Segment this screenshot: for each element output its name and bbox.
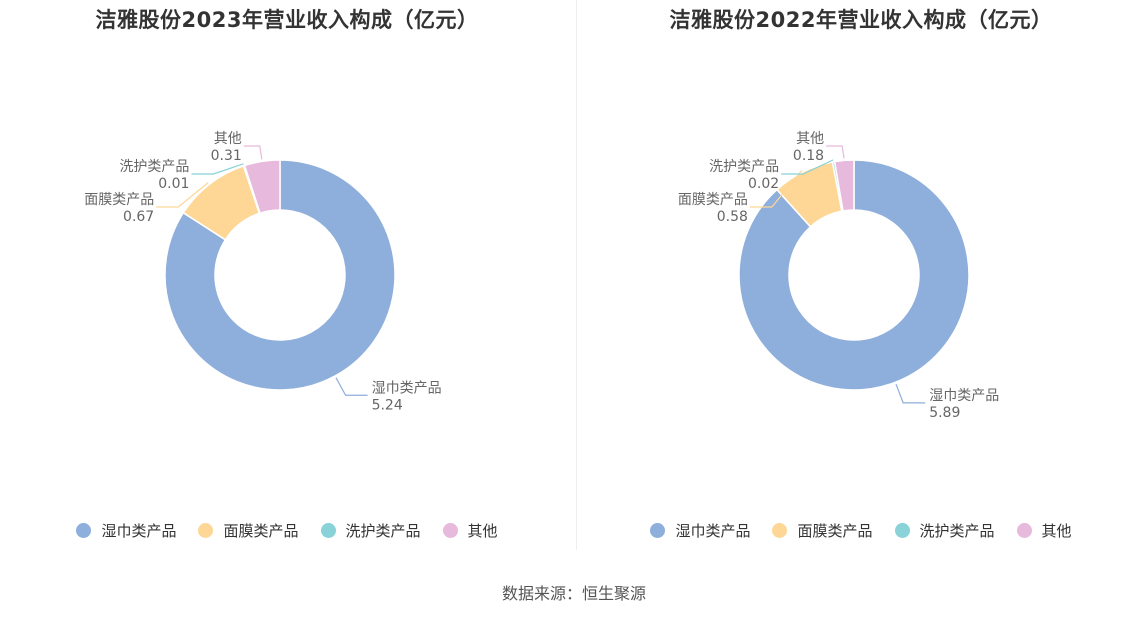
slice-label-wipes: 湿巾类产品 bbox=[929, 388, 999, 404]
slice-value-masks: 0.58 bbox=[717, 209, 748, 225]
leader-line-care bbox=[191, 163, 244, 175]
legend-dot bbox=[320, 523, 336, 538]
data-source: 数据来源：恒生聚源 bbox=[501, 584, 646, 603]
leader-line-masks bbox=[156, 182, 209, 208]
slice-other[interactable] bbox=[833, 159, 855, 212]
legend-label: 洗护类产品 bbox=[919, 522, 995, 540]
leader-line-wipes bbox=[895, 383, 926, 404]
slice-value-other: 0.18 bbox=[793, 148, 824, 164]
legend-item-care[interactable]: 洗护类产品 bbox=[320, 520, 421, 541]
legend: 湿巾类产品 面膜类产品 洗护类产品 其他 bbox=[0, 520, 574, 541]
slice-label-care: 洗护类产品 bbox=[119, 159, 189, 175]
legend-dot bbox=[650, 523, 666, 538]
slice-value-wipes: 5.89 bbox=[929, 405, 960, 421]
slice-label-masks: 面膜类产品 bbox=[84, 192, 154, 208]
legend-dot bbox=[894, 523, 910, 538]
legend-dot bbox=[198, 523, 214, 538]
panel-divider bbox=[576, 0, 577, 550]
legend-label: 面膜类产品 bbox=[797, 522, 873, 540]
slice-other[interactable] bbox=[243, 159, 281, 215]
legend-item-wipes[interactable]: 湿巾类产品 bbox=[650, 520, 750, 541]
legend-label: 洗护类产品 bbox=[345, 522, 421, 540]
slice-value-other: 0.31 bbox=[211, 148, 242, 164]
legend-item-other[interactable]: 其他 bbox=[1016, 520, 1072, 541]
leader-line-wipes bbox=[335, 377, 368, 396]
leader-line-masks bbox=[749, 169, 803, 208]
legend-dot bbox=[442, 523, 458, 538]
leader-line-other bbox=[826, 145, 845, 159]
slice-label-care: 洗护类产品 bbox=[709, 159, 779, 175]
leader-line-other bbox=[243, 145, 263, 160]
legend-item-masks[interactable]: 面膜类产品 bbox=[772, 520, 873, 541]
legend-dot bbox=[1016, 523, 1032, 538]
slice-value-wipes: 5.24 bbox=[372, 397, 403, 413]
legend-item-wipes[interactable]: 湿巾类产品 bbox=[76, 520, 176, 541]
legend-label: 湿巾类产品 bbox=[675, 522, 751, 540]
slice-label-wipes: 湿巾类产品 bbox=[372, 380, 442, 396]
slice-label-masks: 面膜类产品 bbox=[678, 192, 748, 208]
chart-panel-2022: 洁雅股份2022年营业收入构成（亿元） 湿巾类产品 5.89 面膜类产品 0.58 洗护… bbox=[574, 0, 1148, 560]
slice-label-other: 其他 bbox=[214, 131, 242, 147]
leader-line-care bbox=[781, 159, 834, 175]
legend-item-other[interactable]: 其他 bbox=[442, 520, 498, 541]
chart-title: 洁雅股份2023年营业收入构成（亿元） bbox=[95, 8, 479, 32]
slice-value-care: 0.01 bbox=[158, 176, 189, 192]
legend-dot bbox=[76, 523, 92, 538]
legend-dot bbox=[772, 523, 788, 538]
slice-wipes[interactable] bbox=[738, 159, 970, 391]
slice-label-other: 其他 bbox=[796, 131, 824, 147]
chart-panel-2023: 洁雅股份2023年营业收入构成（亿元） 湿巾类产品 5.24 面膜类产品 0.67 洗护… bbox=[0, 0, 574, 560]
legend-label: 面膜类产品 bbox=[223, 522, 299, 540]
legend-label: 湿巾类产品 bbox=[101, 522, 177, 540]
legend-item-care[interactable]: 洗护类产品 bbox=[894, 520, 995, 541]
slice-wipes[interactable] bbox=[164, 159, 396, 391]
legend-label: 其他 bbox=[1041, 522, 1072, 540]
slice-value-care: 0.02 bbox=[748, 176, 779, 192]
legend-item-masks[interactable]: 面膜类产品 bbox=[198, 520, 299, 541]
chart-title: 洁雅股份2022年营业收入构成（亿元） bbox=[669, 8, 1053, 32]
legend-label: 其他 bbox=[467, 522, 498, 540]
legend: 湿巾类产品 面膜类产品 洗护类产品 其他 bbox=[574, 520, 1148, 541]
slice-value-masks: 0.67 bbox=[123, 209, 154, 225]
